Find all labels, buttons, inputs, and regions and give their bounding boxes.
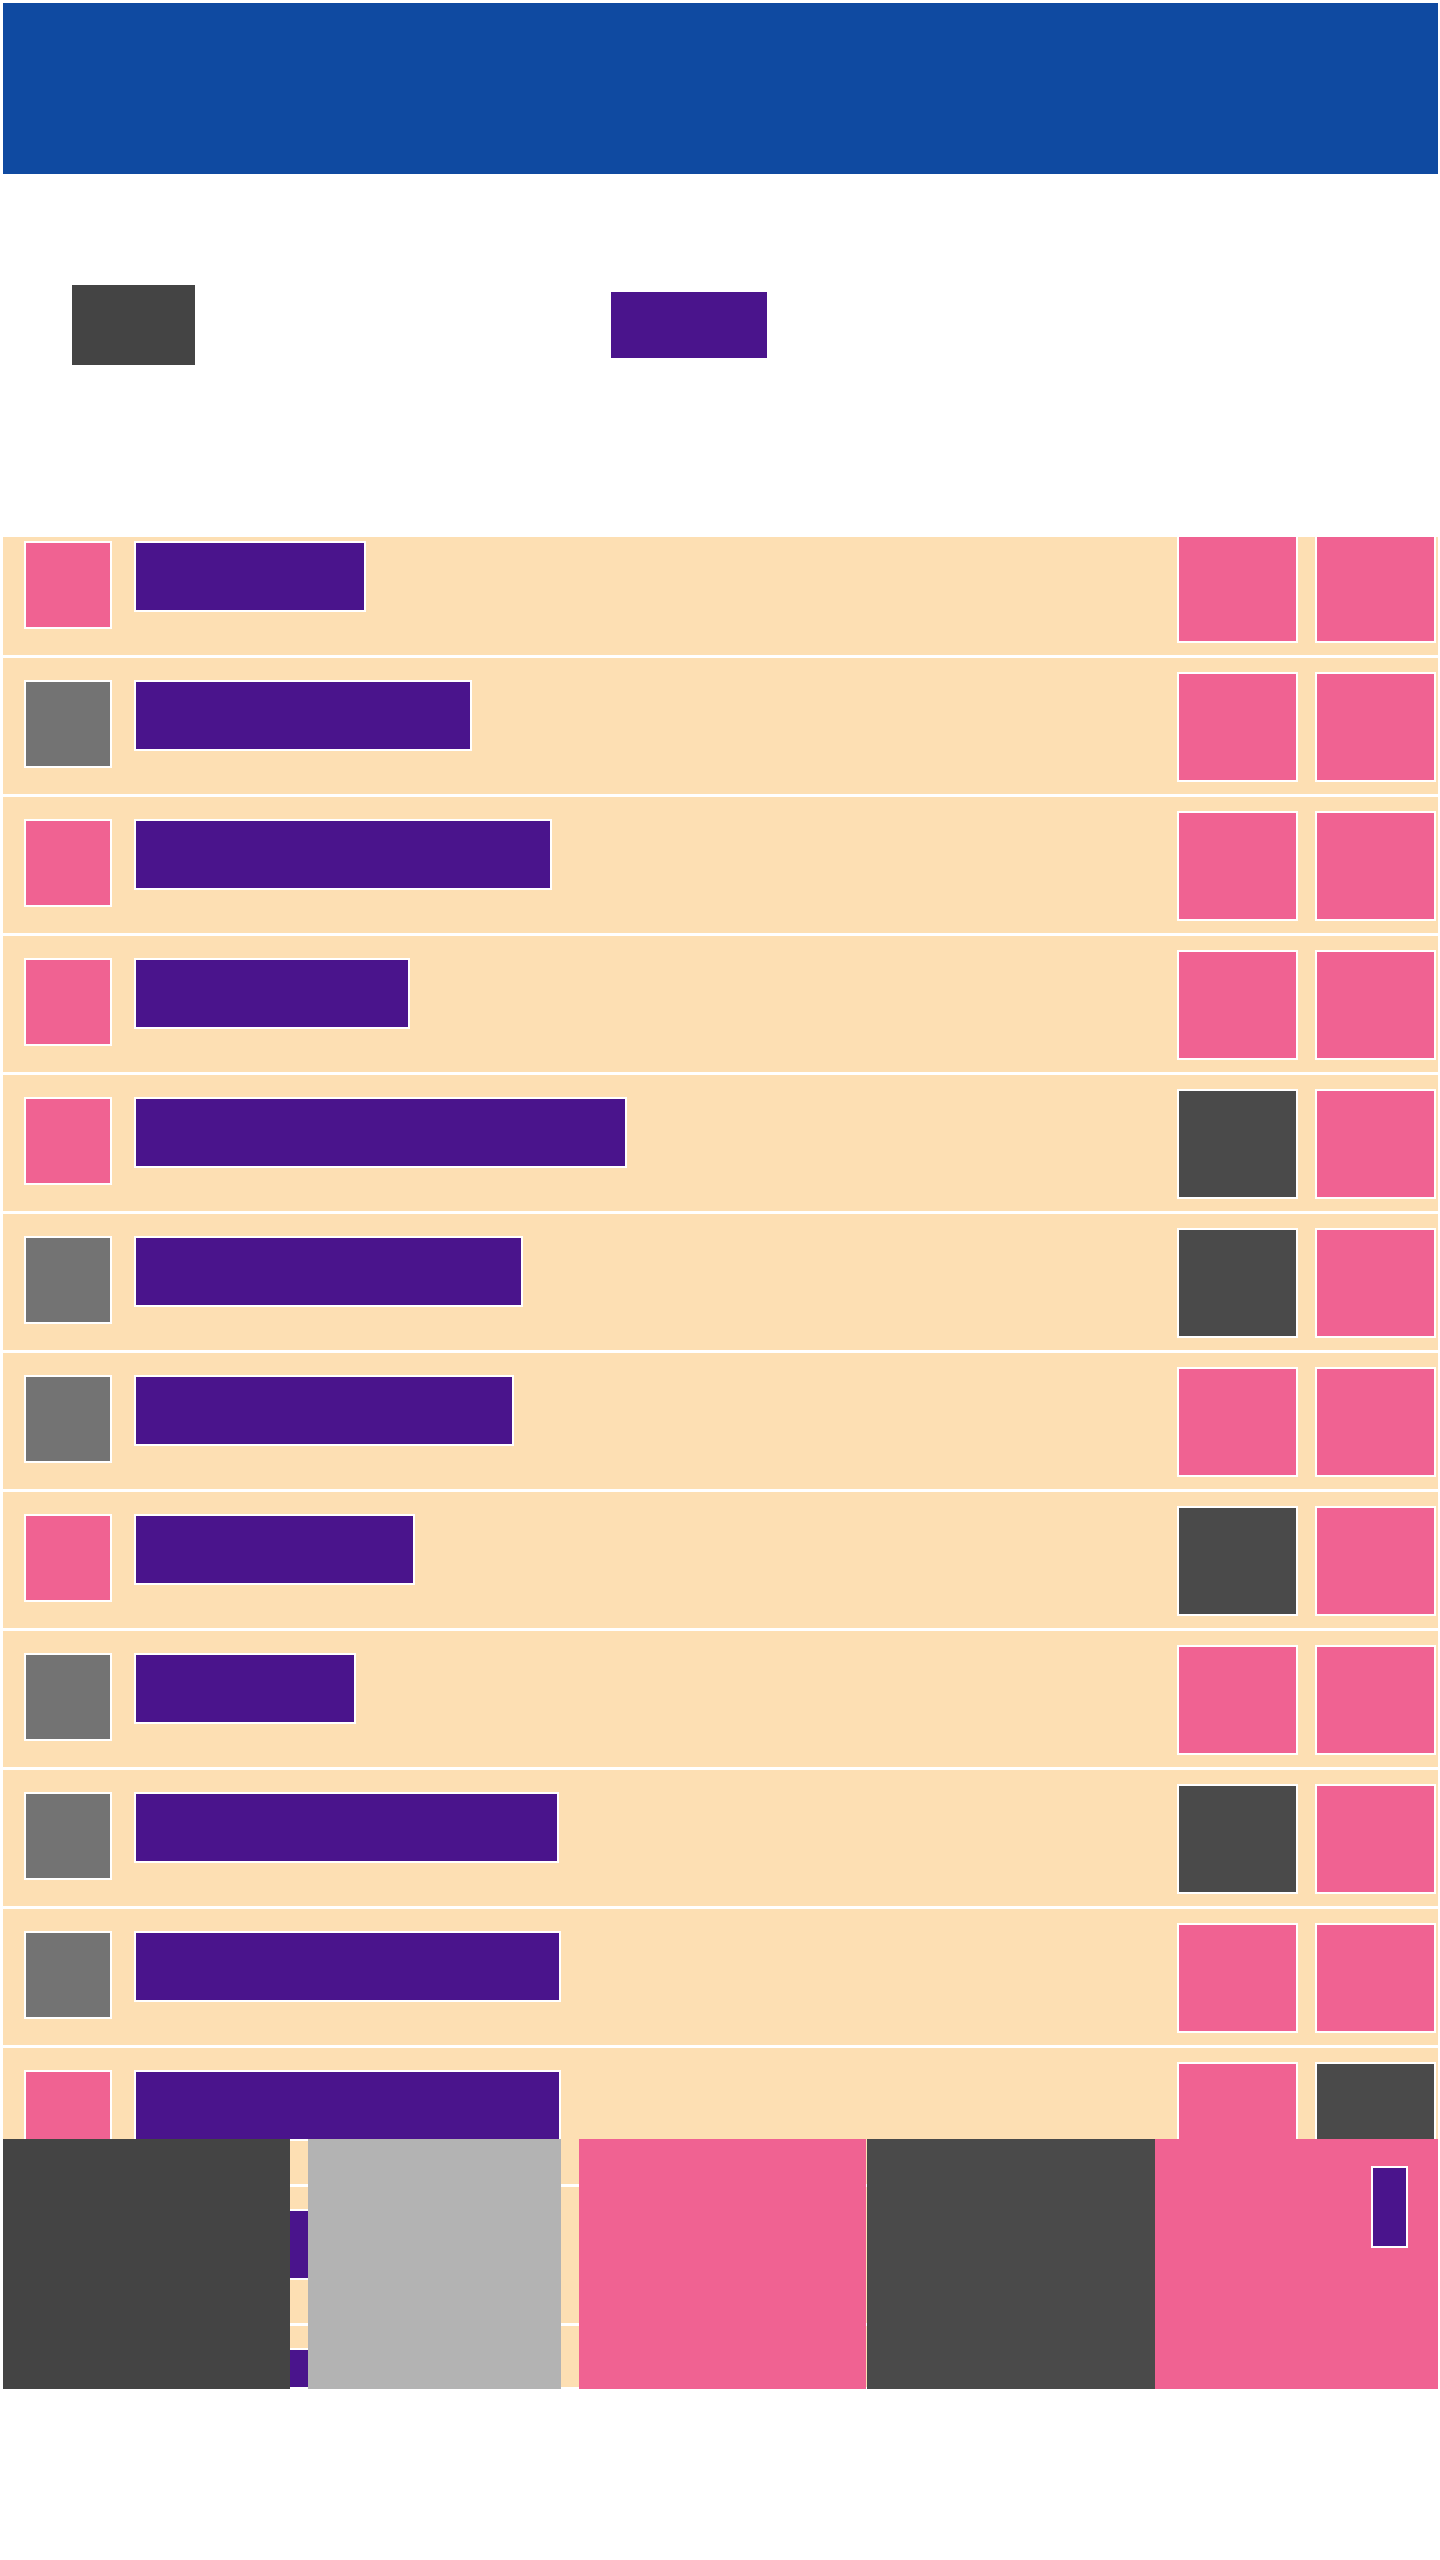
nav-tab-3[interactable] (579, 2139, 866, 2389)
list-item[interactable] (3, 1770, 1438, 1906)
row-action-button-1[interactable] (1177, 1228, 1298, 1338)
nav-tab-1[interactable] (3, 2139, 290, 2389)
row-checkbox[interactable] (24, 958, 112, 1046)
row-action-button-1[interactable] (1177, 1506, 1298, 1616)
row-label (134, 541, 366, 612)
row-checkbox[interactable] (24, 1514, 112, 1602)
row-checkbox[interactable] (24, 541, 112, 629)
row-action-button-2[interactable] (1315, 1784, 1436, 1894)
row-checkbox[interactable] (24, 819, 112, 907)
list-item[interactable] (3, 1075, 1438, 1211)
row-label (134, 1514, 415, 1585)
row-checkbox[interactable] (24, 1653, 112, 1741)
row-action-button-1[interactable] (1177, 1923, 1298, 2033)
list-item[interactable] (3, 936, 1438, 1072)
list-scroll-container[interactable] (3, 537, 1438, 2387)
list-item[interactable] (3, 1631, 1438, 1767)
active-tab-indicator (1371, 2166, 1408, 2248)
row-action-button-1[interactable] (1177, 672, 1298, 782)
nav-tab-2[interactable] (308, 2139, 561, 2389)
row-action-button-2[interactable] (1315, 1367, 1436, 1477)
row-label (134, 1931, 561, 2002)
row-action-button-2[interactable] (1315, 537, 1436, 643)
row-label (134, 1792, 559, 1863)
list-item[interactable] (3, 658, 1438, 794)
list-item[interactable] (3, 797, 1438, 933)
row-action-button-2[interactable] (1315, 1089, 1436, 1199)
row-action-button-1[interactable] (1177, 1784, 1298, 1894)
row-label (134, 680, 472, 751)
row-checkbox[interactable] (24, 680, 112, 768)
row-action-button-1[interactable] (1177, 1367, 1298, 1477)
row-action-button-1[interactable] (1177, 811, 1298, 921)
row-action-button-1[interactable] (1177, 1645, 1298, 1755)
row-label (134, 1375, 514, 1446)
filter-button-primary[interactable] (72, 285, 195, 365)
row-action-button-1[interactable] (1177, 1089, 1298, 1199)
list-item[interactable] (3, 1909, 1438, 2045)
row-checkbox[interactable] (24, 1375, 112, 1463)
row-action-button-2[interactable] (1315, 1506, 1436, 1616)
filter-button-secondary[interactable] (611, 292, 767, 358)
row-action-button-1[interactable] (1177, 537, 1298, 643)
row-action-button-2[interactable] (1315, 1228, 1436, 1338)
row-checkbox[interactable] (24, 1236, 112, 1324)
row-label (134, 958, 410, 1029)
row-label (134, 1097, 627, 1168)
list-item[interactable] (3, 1492, 1438, 1628)
row-action-button-2[interactable] (1315, 811, 1436, 921)
row-label (134, 1653, 356, 1724)
nav-tab-4[interactable] (867, 2139, 1155, 2389)
row-label (134, 2070, 561, 2141)
row-action-button-2[interactable] (1315, 672, 1436, 782)
row-label (134, 1236, 523, 1307)
bottom-navigation-bar (3, 2139, 1438, 2389)
row-label (134, 819, 552, 890)
row-action-button-1[interactable] (1177, 950, 1298, 1060)
row-action-button-2[interactable] (1315, 950, 1436, 1060)
row-checkbox[interactable] (24, 1097, 112, 1185)
top-app-bar (3, 3, 1438, 174)
row-checkbox[interactable] (24, 1931, 112, 2019)
list-item[interactable] (3, 1353, 1438, 1489)
row-action-button-2[interactable] (1315, 1923, 1436, 2033)
list-item[interactable] (3, 1214, 1438, 1350)
row-action-button-2[interactable] (1315, 1645, 1436, 1755)
list-item[interactable] (3, 537, 1438, 655)
row-checkbox[interactable] (24, 1792, 112, 1880)
